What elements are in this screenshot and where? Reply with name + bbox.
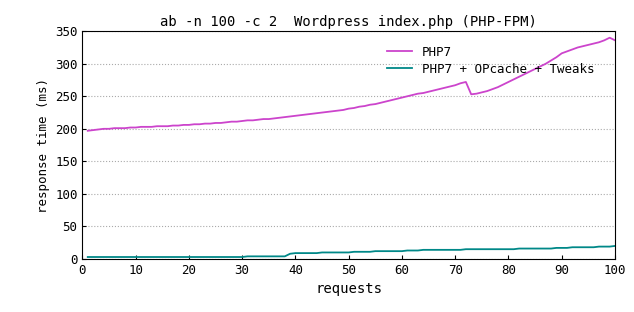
PHP7 + OPcache + Tweaks	[569, 245, 576, 249]
Line: PHP7 + OPcache + Tweaks: PHP7 + OPcache + Tweaks	[87, 246, 615, 257]
PHP7	[398, 96, 406, 100]
Title: ab -n 100 -c 2  Wordpress index.php (PHP-FPM): ab -n 100 -c 2 Wordpress index.php (PHP-…	[160, 15, 537, 29]
Line: PHP7: PHP7	[87, 38, 615, 131]
PHP7	[207, 122, 214, 125]
Y-axis label: response time (ms): response time (ms)	[37, 78, 49, 212]
PHP7	[606, 36, 614, 40]
X-axis label: requests: requests	[315, 282, 382, 296]
PHP7	[356, 105, 363, 109]
PHP7	[585, 43, 592, 47]
PHP7 + OPcache + Tweaks	[356, 250, 363, 254]
PHP7 + OPcache + Tweaks	[84, 255, 91, 259]
PHP7 + OPcache + Tweaks	[585, 245, 592, 249]
PHP7	[569, 47, 576, 51]
PHP7	[611, 38, 619, 42]
PHP7	[185, 123, 193, 127]
PHP7 + OPcache + Tweaks	[398, 249, 406, 253]
PHP7	[84, 129, 91, 133]
Legend: PHP7, PHP7 + OPcache + Tweaks: PHP7, PHP7 + OPcache + Tweaks	[383, 42, 598, 79]
PHP7 + OPcache + Tweaks	[207, 255, 214, 259]
PHP7 + OPcache + Tweaks	[185, 255, 193, 259]
PHP7 + OPcache + Tweaks	[611, 244, 619, 248]
